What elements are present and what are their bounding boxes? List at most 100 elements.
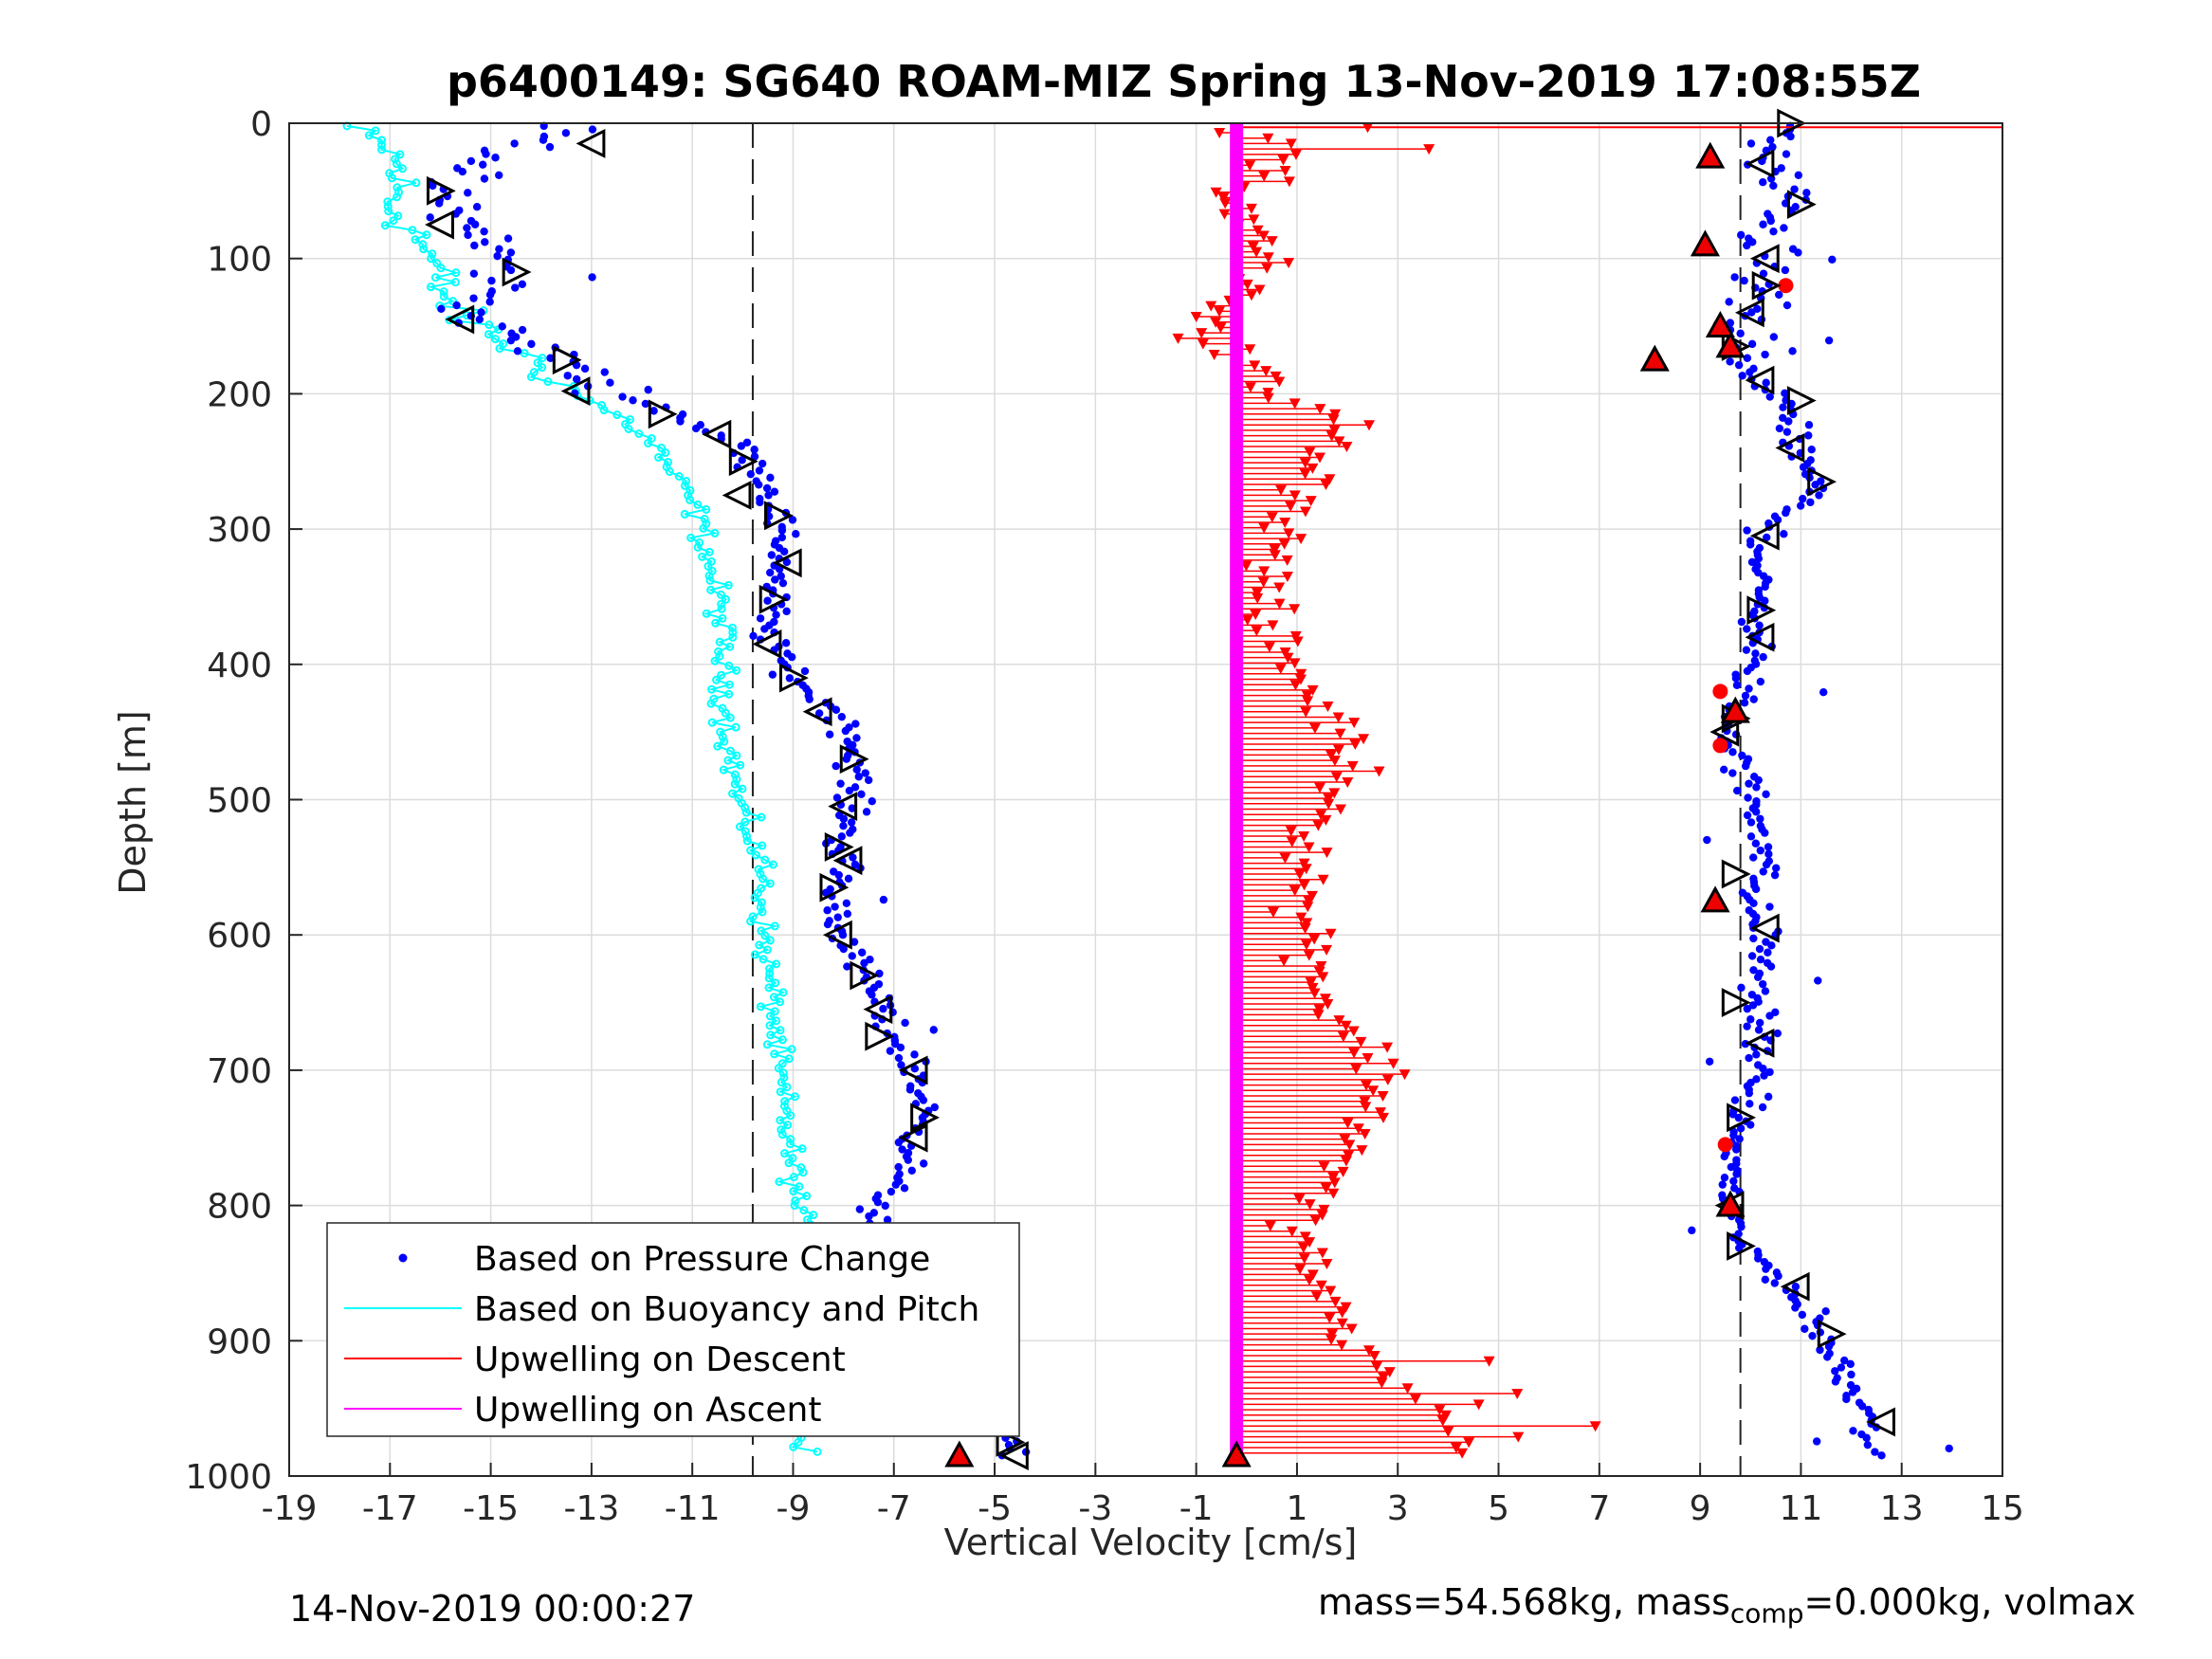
pressure-point [1743, 354, 1752, 362]
buoyancy-point [728, 632, 738, 642]
pressure-point [1755, 1018, 1764, 1028]
pressure-point [865, 1212, 873, 1221]
ascent-direction-marker [1749, 244, 1780, 274]
descent-upwelling-marker [1356, 1145, 1368, 1157]
buoyancy-point [742, 831, 752, 841]
pressure-point [1774, 1271, 1782, 1281]
pressure-point [852, 765, 861, 775]
descent-upwelling-marker [1340, 1020, 1352, 1031]
descent-upwelling-marker [1377, 1112, 1389, 1123]
pressure-point [485, 290, 495, 300]
descent-upwelling-marker [1450, 1443, 1462, 1454]
descent-upwelling-marker [1326, 1329, 1339, 1340]
descent-upwelling-marker [1339, 1134, 1351, 1145]
pressure-point [458, 167, 467, 176]
descent-upwelling-marker [1327, 1188, 1340, 1199]
pressure-point [1753, 973, 1763, 981]
buoyancy-point [742, 836, 752, 846]
footer-mass-info: mass=54.568kg, masscomp=0.000kg, volmax [1318, 1581, 2135, 1630]
pressure-point [891, 1180, 901, 1189]
pressure-point [506, 248, 516, 257]
buoyancy-point [732, 665, 741, 675]
pressure-point [1799, 463, 1808, 471]
descent-upwelling-marker [1310, 1291, 1323, 1303]
pressure-point [470, 241, 479, 250]
descent-upwelling-marker [1266, 512, 1278, 523]
x-axis-label: Vertical Velocity [cm/s] [944, 1522, 1358, 1563]
x-tick-label: 3 [1387, 1489, 1409, 1528]
descent-upwelling-marker [1358, 734, 1370, 745]
buoyancy-point [765, 936, 775, 945]
descent-upwelling-marker [1258, 522, 1271, 534]
buoyancy-point [778, 988, 788, 997]
descent-upwelling-marker [1190, 312, 1202, 323]
descent-upwelling-marker [1320, 1183, 1332, 1194]
buoyancy-point [693, 542, 703, 552]
descent-upwelling-marker [1289, 149, 1302, 160]
pressure-point [1727, 1162, 1736, 1172]
buoyancy-point [393, 211, 403, 221]
pressure-point [832, 761, 840, 771]
pressure-point [762, 483, 772, 493]
pressure-point [910, 1050, 919, 1059]
pressure-point [1848, 1388, 1857, 1396]
descent-upwelling-marker [1218, 209, 1231, 220]
pressure-point [477, 308, 485, 317]
pressure-point [1730, 273, 1739, 282]
pressure-point [1763, 533, 1771, 542]
descent-upwelling-marker [1285, 501, 1297, 512]
buoyancy-point [789, 1442, 798, 1451]
pressure-point [498, 322, 506, 331]
buoyancy-point [766, 1030, 776, 1040]
pressure-point [1725, 298, 1733, 306]
pressure-point [1770, 1279, 1779, 1287]
pressure-point [1688, 1226, 1696, 1235]
pressure-point [1765, 1012, 1774, 1020]
descent-upwelling-marker [1383, 1367, 1396, 1378]
pressure-point [1806, 498, 1815, 507]
pressure-point [930, 1103, 939, 1112]
pressure-point [1770, 870, 1780, 880]
buoyancy-point [795, 1182, 804, 1192]
y-tick-label: 100 [207, 241, 272, 280]
descent-upwelling-marker [1363, 420, 1376, 431]
pressure-point [1749, 966, 1758, 975]
buoyancy-point [727, 623, 737, 632]
buoyancy-point [364, 131, 374, 140]
buoyancy-point [644, 438, 653, 447]
buoyancy-point [526, 373, 536, 382]
ascent-direction-marker [1866, 1407, 1895, 1437]
pressure-point [1801, 1324, 1809, 1333]
descent-upwelling-marker [1321, 1258, 1333, 1269]
pressure-point [1736, 230, 1746, 240]
pressure-point [919, 1159, 928, 1168]
buoyancy-point [599, 406, 609, 415]
descent-upwelling-marker [1250, 610, 1262, 621]
buoyancy-point [790, 1092, 799, 1102]
pressure-point [1743, 526, 1751, 535]
descent-upwelling-marker [1289, 490, 1301, 501]
pressure-point [854, 773, 863, 781]
pressure-point [479, 160, 487, 169]
pressure-point [905, 1085, 915, 1094]
descent-upwelling-marker [1279, 517, 1291, 528]
buoyancy-point [802, 1192, 812, 1201]
descent-upwelling-marker [1350, 1064, 1362, 1075]
pressure-point [837, 712, 847, 721]
descent-upwelling-marker [1289, 885, 1301, 897]
descent-direction-marker [802, 697, 832, 727]
pressure-point [1759, 867, 1767, 876]
pressure-point [1752, 783, 1761, 792]
buoyancy-point [780, 1149, 790, 1158]
buoyancy-point [787, 1045, 796, 1054]
buoyancy-point [661, 447, 670, 457]
descent-upwelling-marker [1286, 836, 1298, 848]
pressure-point [763, 596, 772, 605]
pressure-point [1782, 301, 1792, 310]
buoyancy-point [422, 230, 431, 240]
legend-label: Based on Buoyancy and Pitch [474, 1290, 979, 1329]
buoyancy-point [746, 917, 756, 926]
pressure-point [1802, 189, 1811, 197]
buoyancy-point [741, 808, 751, 817]
descent-upwelling-marker [1342, 776, 1354, 788]
